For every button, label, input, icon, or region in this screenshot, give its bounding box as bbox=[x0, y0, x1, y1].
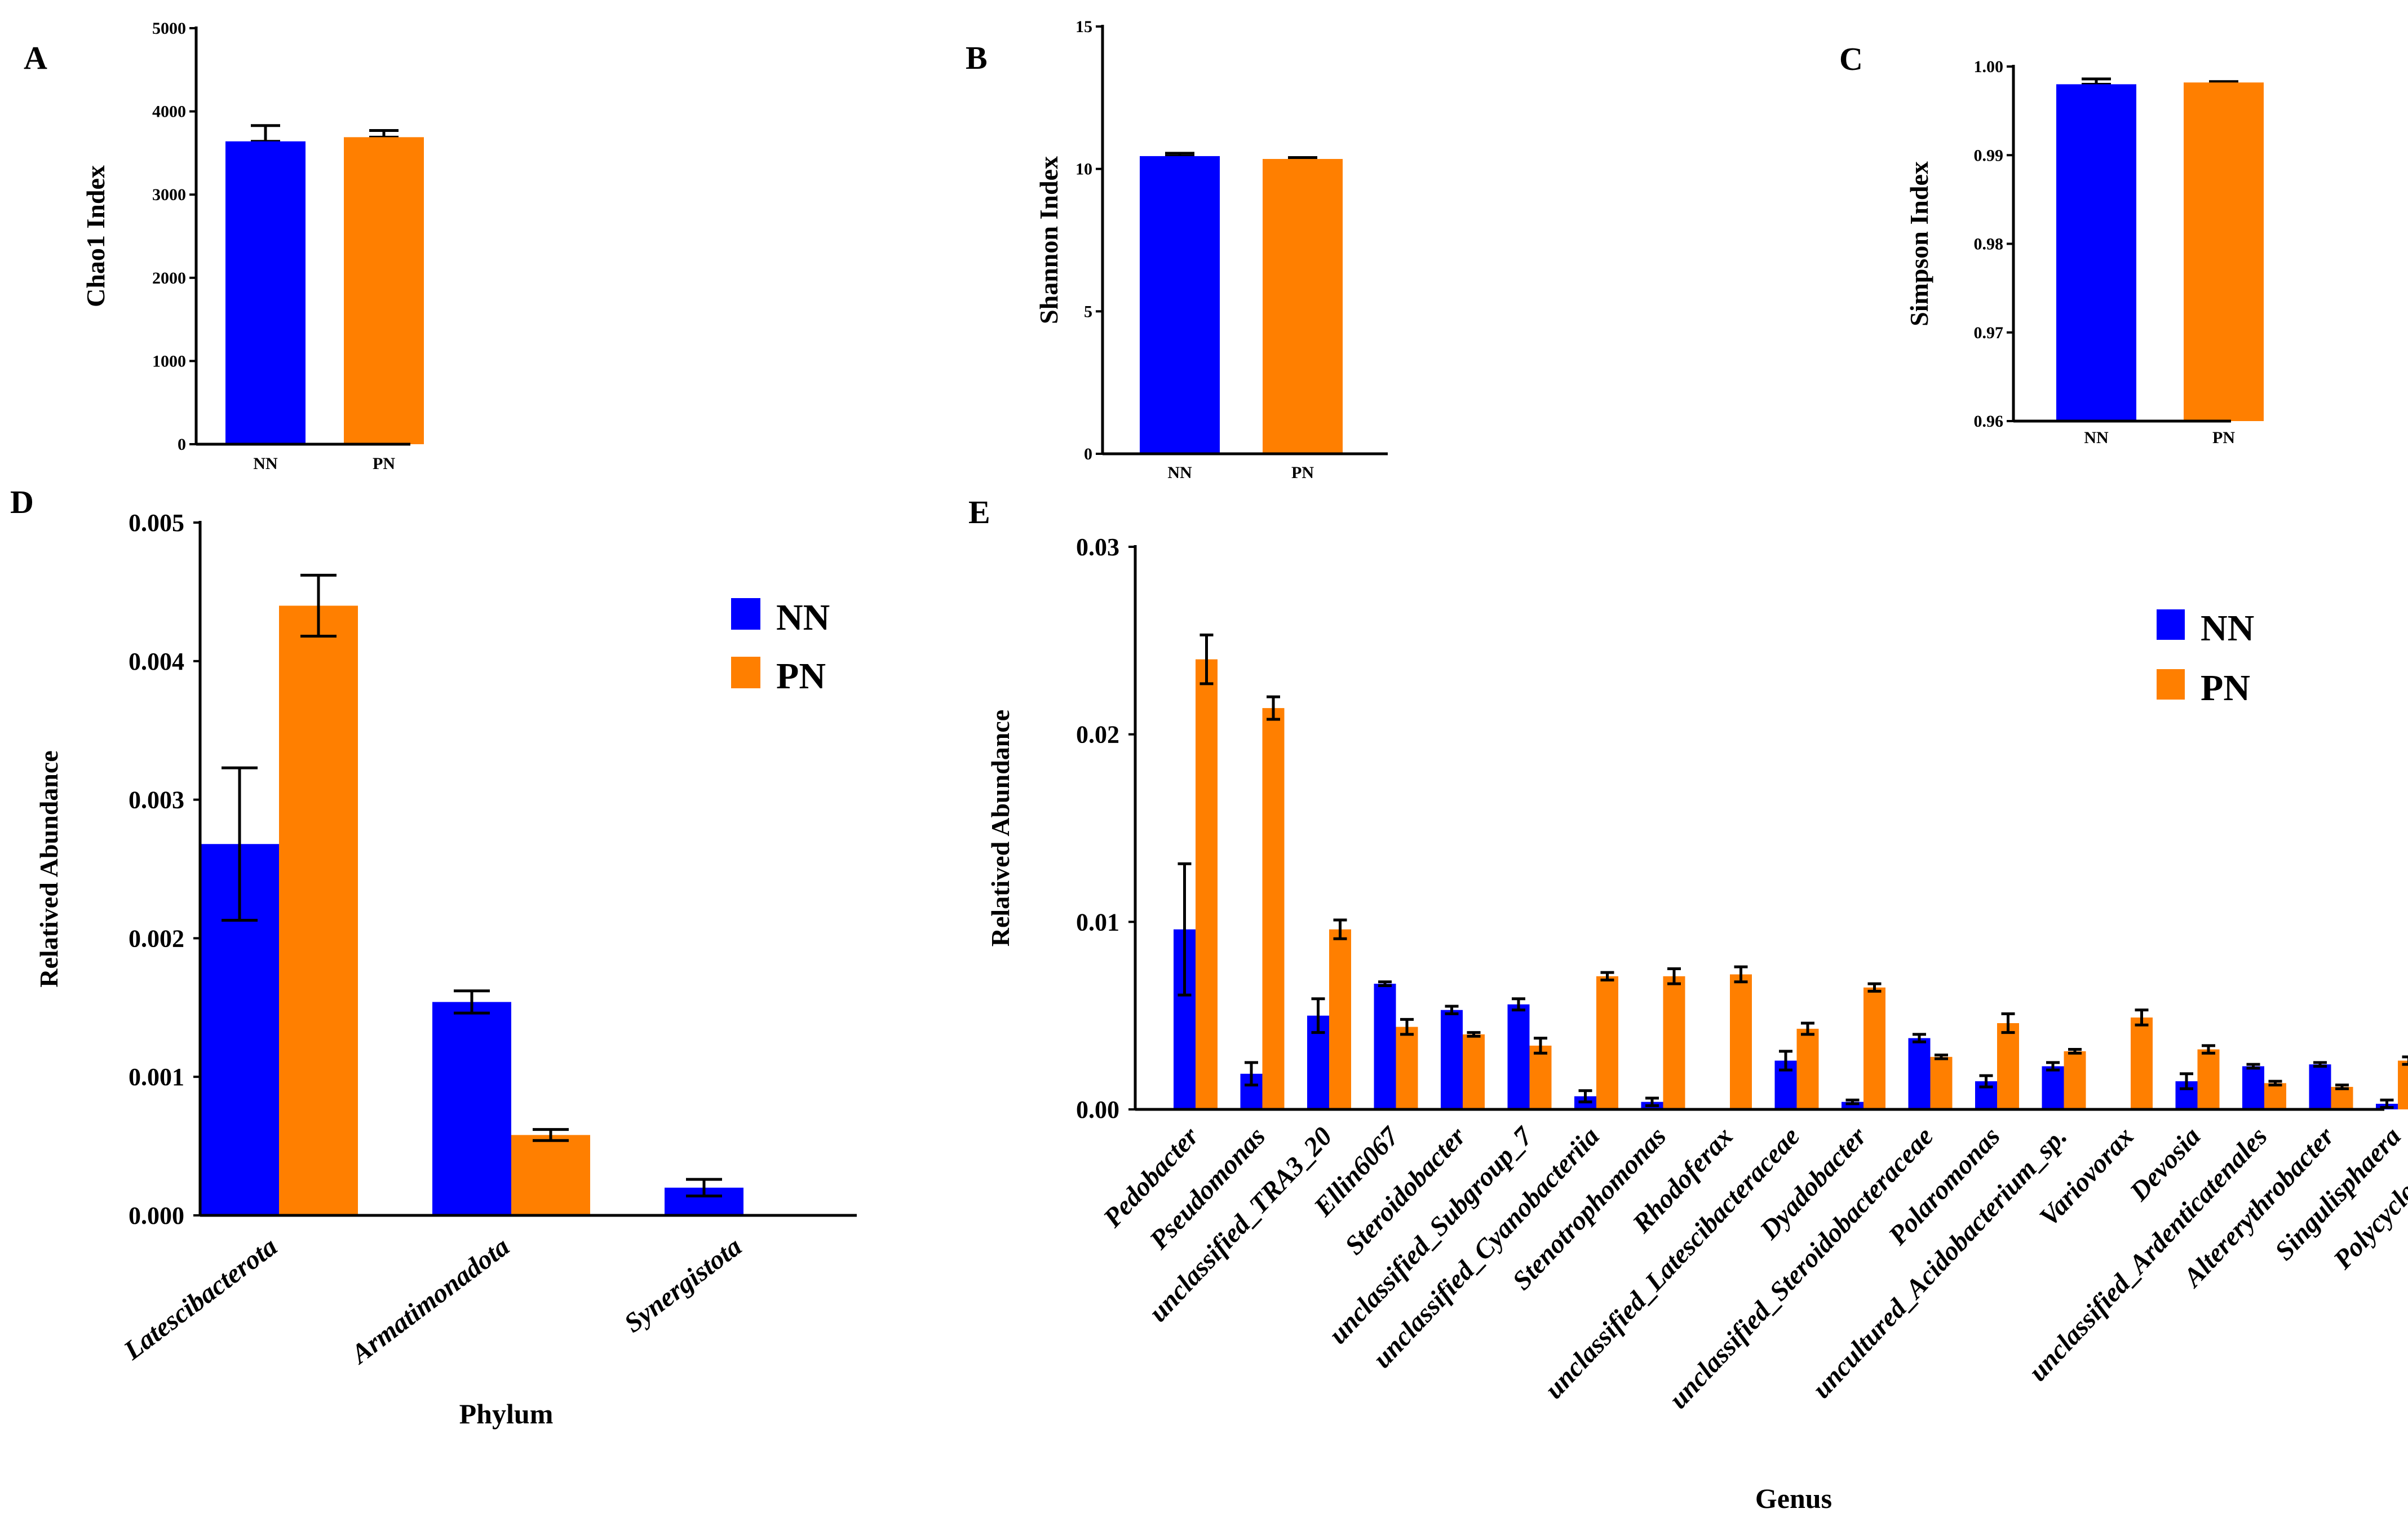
x-tick-label-A: NN bbox=[253, 454, 278, 473]
x-tick-label-B: NN bbox=[1167, 463, 1192, 482]
bar-E-PN bbox=[1796, 1028, 1819, 1109]
y-tick-label-A: 3000 bbox=[152, 185, 186, 204]
bar-E-PN bbox=[1596, 976, 1618, 1109]
bar-B-NN bbox=[1140, 156, 1220, 454]
panel-label-C: C bbox=[1839, 41, 1863, 77]
panel-A: NN PN 0 1000 2000 3000 4000 5000 Chao1 Index A bbox=[24, 19, 424, 473]
panel-E: PedobacterPseudomonasunclassified_TRA3_2… bbox=[968, 494, 2408, 1514]
y-tick-label-B: 10 bbox=[1075, 160, 1092, 179]
legend-swatch-D bbox=[731, 598, 760, 630]
bar-E-PN bbox=[1930, 1056, 1953, 1109]
bar-E-PN bbox=[1329, 929, 1351, 1109]
y-tick-label-E: 0.02 bbox=[1076, 721, 1119, 749]
bar-B-PN bbox=[1263, 158, 1343, 454]
bar-E-PN bbox=[2264, 1083, 2286, 1109]
x-tick-label-D: Synergistota bbox=[619, 1231, 747, 1338]
y-tick-label-D: 0.002 bbox=[129, 924, 184, 952]
panel-D: Latescibacterota Armatimonadota Synergisto… bbox=[10, 484, 857, 1430]
y-tick-label-C: 0.97 bbox=[1974, 324, 2004, 342]
bar-A-PN bbox=[344, 137, 424, 444]
x-tick-label-A: PN bbox=[373, 454, 395, 473]
y-tick-label-B: 0 bbox=[1084, 445, 1092, 463]
y-tick-label-D: 0.003 bbox=[129, 786, 184, 814]
x-tick-label-D: Latescibacterota bbox=[118, 1231, 282, 1366]
bar-A-NN bbox=[225, 141, 306, 445]
legend-label-D: PN bbox=[776, 656, 826, 697]
y-tick-label-C: 1.00 bbox=[1974, 57, 2004, 76]
y-tick-label-A: 5000 bbox=[152, 19, 186, 38]
panel-C: NN PN 0.96 0.97 0.98 0.99 1.00 Simpson Index C bbox=[1839, 41, 2264, 447]
legend-label-E: NN bbox=[2201, 608, 2254, 649]
bar-E-PN bbox=[2331, 1087, 2353, 1109]
bar-C-PN bbox=[2184, 82, 2264, 421]
y-tick-label-D: 0.004 bbox=[129, 648, 184, 675]
bar-E-PN bbox=[2131, 1017, 2153, 1109]
y-tick-label-E: 0.03 bbox=[1076, 533, 1119, 561]
x-tick-label-B: PN bbox=[1291, 463, 1314, 482]
y-axis-title-C: Simpson Index bbox=[1905, 161, 1933, 326]
bar-E-PN bbox=[1863, 987, 1885, 1109]
y-tick-label-A: 4000 bbox=[152, 103, 186, 121]
y-tick-label-E: 0.01 bbox=[1076, 908, 1119, 936]
bar-E-PN bbox=[1463, 1034, 1485, 1109]
bar-E-NN bbox=[2309, 1064, 2331, 1109]
bar-E-NN bbox=[1908, 1038, 1931, 1109]
panel-B: NN PN 0 5 10 15 Shannon Index B bbox=[966, 17, 1388, 482]
y-tick-label-D: 0.000 bbox=[129, 1202, 184, 1229]
panel-label-A: A bbox=[24, 39, 47, 76]
bar-E-PN bbox=[1663, 976, 1685, 1109]
x-tick-label-E: Pseudomonas bbox=[1144, 1121, 1272, 1255]
legend-swatch-E bbox=[2157, 609, 2185, 640]
y-tick-label-A: 2000 bbox=[152, 269, 186, 287]
bar-E-PN bbox=[2398, 1060, 2408, 1109]
y-axis-title-D: Relatived Abundance bbox=[34, 750, 63, 987]
x-tick-label-C: PN bbox=[2212, 428, 2235, 447]
y-tick-label-C: 0.99 bbox=[1974, 146, 2004, 165]
y-tick-label-B: 15 bbox=[1075, 17, 1092, 36]
y-tick-label-A: 0 bbox=[178, 435, 186, 454]
legend-label-D: NN bbox=[776, 597, 830, 638]
y-tick-label-D: 0.001 bbox=[129, 1063, 184, 1091]
panel-label-B: B bbox=[966, 39, 988, 76]
bar-E-PN bbox=[2197, 1049, 2220, 1109]
y-tick-label-D: 0.005 bbox=[129, 509, 184, 537]
bar-D-NN bbox=[432, 1002, 511, 1215]
bar-D-PN bbox=[511, 1135, 590, 1215]
bar-E-NN bbox=[1441, 1010, 1463, 1109]
y-axis-title-E: Relatived Abundance bbox=[986, 710, 1015, 946]
y-tick-label-E: 0.00 bbox=[1076, 1096, 1119, 1123]
bar-E-PN bbox=[1529, 1045, 1552, 1109]
legend-label-E: PN bbox=[2201, 667, 2250, 709]
y-axis-title-A: Chao1 Index bbox=[81, 165, 110, 307]
y-tick-label-C: 0.96 bbox=[1974, 412, 2004, 431]
bar-E-PN bbox=[1262, 708, 1285, 1109]
y-axis-title-B: Shannon Index bbox=[1034, 156, 1063, 324]
bar-E-PN bbox=[2064, 1051, 2086, 1109]
bar-E-PN bbox=[1396, 1027, 1418, 1109]
y-tick-label-B: 5 bbox=[1084, 302, 1092, 321]
legend-swatch-E bbox=[2157, 669, 2185, 700]
bar-E-PN bbox=[1730, 974, 1752, 1109]
y-tick-label-A: 1000 bbox=[152, 352, 186, 370]
panel-label-E: E bbox=[968, 494, 990, 530]
bar-E-NN bbox=[2042, 1066, 2064, 1109]
y-tick-label-C: 0.98 bbox=[1974, 235, 2004, 254]
x-axis-title-E: Genus bbox=[1755, 1483, 1832, 1514]
panel-label-D: D bbox=[10, 484, 34, 520]
bar-E-NN bbox=[1507, 1004, 1530, 1109]
x-tick-label-D: Armatimonadota bbox=[344, 1231, 515, 1370]
bar-E-NN bbox=[2242, 1066, 2264, 1109]
legend-swatch-D bbox=[731, 657, 760, 688]
bar-D-PN bbox=[279, 605, 358, 1215]
bar-E-NN bbox=[1374, 984, 1396, 1109]
bar-E-PN bbox=[1997, 1023, 2019, 1109]
x-tick-label-C: NN bbox=[2084, 428, 2109, 447]
bar-C-NN bbox=[2056, 84, 2136, 421]
x-axis-title-D: Phylum bbox=[459, 1398, 554, 1430]
bar-E-PN bbox=[1196, 659, 1218, 1109]
